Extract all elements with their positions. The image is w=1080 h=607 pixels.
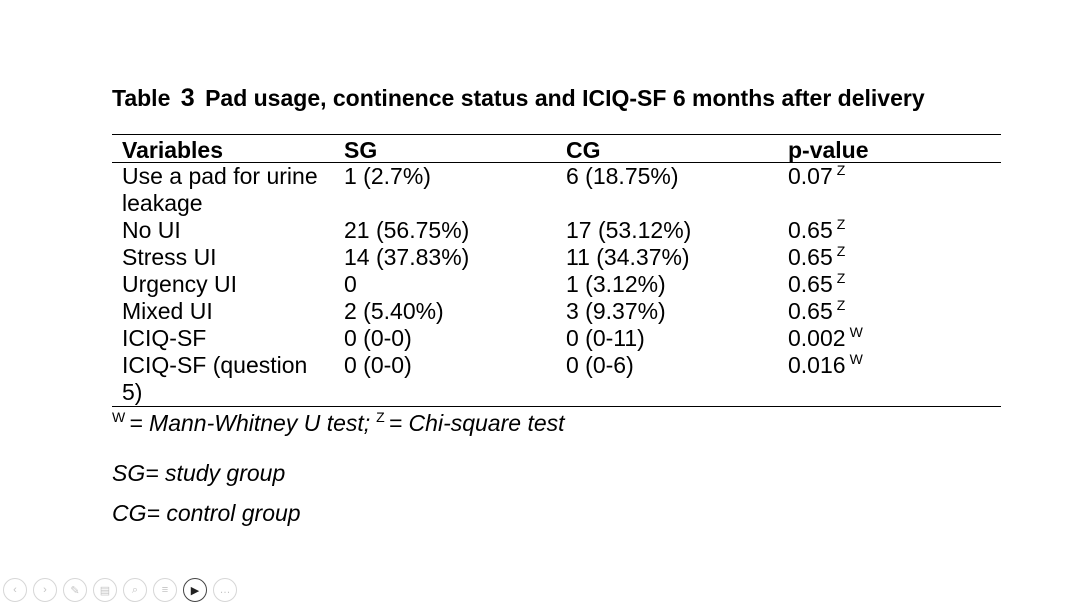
header-variables: Variables bbox=[122, 137, 224, 163]
slides-view-icon: ▤ bbox=[99, 584, 111, 597]
cell-p-value: 0.016 W bbox=[778, 352, 1001, 407]
test-marker: Z bbox=[836, 297, 846, 313]
header-sg: SG bbox=[344, 137, 378, 163]
test-marker: Z bbox=[836, 243, 846, 259]
cell-p-value: 0.65 Z bbox=[778, 271, 1001, 298]
test-marker: Z bbox=[836, 216, 846, 232]
p-value-text: 0.016 bbox=[788, 352, 846, 378]
table-title: Table 3 Pad usage, continence status and… bbox=[112, 84, 925, 113]
sg-definition: SG= study group bbox=[112, 460, 286, 486]
cell-cg: 1 (3.12%) bbox=[566, 271, 666, 297]
cell-cg: 0 (0-11) bbox=[566, 325, 645, 351]
cell-cg: 6 (18.75%) bbox=[566, 163, 679, 189]
p-value-text: 0.07 bbox=[788, 163, 833, 189]
table-row: Mixed UI 2 (5.40%) 3 (9.37%) 0.65 Z bbox=[112, 298, 1001, 325]
cell-sg: 1 (2.7%) bbox=[344, 163, 431, 189]
test-marker: W bbox=[849, 351, 863, 367]
zoom-icon: ⌕ bbox=[131, 583, 139, 596]
cell-sg: 14 (37.83%) bbox=[344, 244, 470, 270]
test-marker: Z bbox=[836, 270, 846, 286]
table-row: ICIQ-SF 0 (0-0) 0 (0-11) 0.002 W bbox=[112, 325, 1001, 352]
footnote-z-text: = Chi-square test bbox=[388, 410, 565, 436]
cell-p-value: 0.65 Z bbox=[778, 217, 1001, 244]
subtitles-icon: ≡ bbox=[161, 584, 169, 596]
table-title-prefix: Table bbox=[112, 85, 171, 111]
cell-variable: ICIQ-SF bbox=[122, 325, 207, 351]
pen-tool-button[interactable]: ✎ bbox=[63, 578, 87, 602]
more-options-icon: … bbox=[219, 584, 231, 596]
p-value-text: 0.65 bbox=[788, 298, 833, 324]
next-slide-button[interactable]: › bbox=[33, 578, 57, 602]
results-table: Variables SG CG p-value Use a pad for ur… bbox=[112, 134, 1001, 407]
header-p-value: p-value bbox=[788, 137, 869, 163]
cell-variable: No UI bbox=[122, 217, 181, 243]
p-value-text: 0.65 bbox=[788, 244, 833, 270]
table-row: No UI 21 (56.75%) 17 (53.12%) 0.65 Z bbox=[112, 217, 1001, 244]
more-options-button[interactable]: … bbox=[213, 578, 237, 602]
cell-sg: 0 bbox=[344, 271, 357, 297]
p-value-text: 0.65 bbox=[788, 217, 833, 243]
table-header-row: Variables SG CG p-value bbox=[112, 134, 1001, 163]
subtitles-button[interactable]: ≡ bbox=[153, 578, 177, 602]
cell-sg: 0 (0-0) bbox=[344, 325, 412, 351]
camera-icon: ▶ bbox=[190, 584, 200, 597]
test-footnote: W = Mann-Whitney U test; Z = Chi-square tes… bbox=[112, 410, 565, 437]
zoom-button[interactable]: ⌕ bbox=[123, 578, 147, 602]
cell-cg: 17 (53.12%) bbox=[566, 217, 692, 243]
slideshow-controls: ‹ › ✎ ▤ ⌕ ≡ ▶ … bbox=[3, 578, 237, 602]
cell-sg: 21 (56.75%) bbox=[344, 217, 470, 243]
test-marker: Z bbox=[836, 162, 846, 178]
cell-p-value: 0.65 Z bbox=[778, 298, 1001, 325]
footnote-w-text: = Mann-Whitney U test; bbox=[129, 410, 371, 436]
cell-variable: ICIQ-SF (question 5) bbox=[122, 352, 308, 405]
cell-p-value: 0.002 W bbox=[778, 325, 1001, 352]
p-value-text: 0.002 bbox=[788, 325, 846, 351]
footnote-w-mark: W bbox=[112, 409, 126, 425]
cell-cg: 11 (34.37%) bbox=[566, 244, 690, 270]
table-title-text: Pad usage, continence status and ICIQ-SF… bbox=[205, 85, 925, 111]
cell-cg: 0 (0-6) bbox=[566, 352, 634, 378]
cell-sg: 2 (5.40%) bbox=[344, 298, 444, 324]
table-row: Stress UI 14 (37.83%) 11 (34.37%) 0.65 Z bbox=[112, 244, 1001, 271]
p-value-text: 0.65 bbox=[788, 271, 833, 297]
cell-variable: Mixed UI bbox=[122, 298, 213, 324]
previous-slide-icon: ‹ bbox=[13, 584, 17, 596]
cell-p-value: 0.07 Z bbox=[778, 163, 1001, 218]
table-title-number: 3 bbox=[180, 84, 195, 112]
table-row: Use a pad for urine leakage 1 (2.7%) 6 (18… bbox=[112, 163, 1001, 218]
footnote-z-mark: Z bbox=[376, 409, 385, 425]
pen-tool-icon: ✎ bbox=[70, 584, 80, 597]
slides-view-button[interactable]: ▤ bbox=[93, 578, 117, 602]
cg-definition: CG= control group bbox=[112, 500, 301, 526]
cell-variable: Use a pad for urine leakage bbox=[122, 163, 318, 216]
next-slide-icon: › bbox=[43, 584, 47, 596]
cell-p-value: 0.65 Z bbox=[778, 244, 1001, 271]
table-row: ICIQ-SF (question 5) 0 (0-0) 0 (0-6) 0.016 W bbox=[112, 352, 1001, 407]
previous-slide-button[interactable]: ‹ bbox=[3, 578, 27, 602]
cell-variable: Stress UI bbox=[122, 244, 217, 270]
cell-sg: 0 (0-0) bbox=[344, 352, 412, 378]
header-cg: CG bbox=[566, 137, 601, 163]
table-row: Urgency UI 0 1 (3.12%) 0.65 Z bbox=[112, 271, 1001, 298]
camera-button[interactable]: ▶ bbox=[183, 578, 207, 602]
cell-cg: 3 (9.37%) bbox=[566, 298, 666, 324]
cell-variable: Urgency UI bbox=[122, 271, 238, 297]
results-table-container: Variables SG CG p-value Use a pad for ur… bbox=[112, 134, 1001, 407]
test-marker: W bbox=[849, 324, 863, 340]
